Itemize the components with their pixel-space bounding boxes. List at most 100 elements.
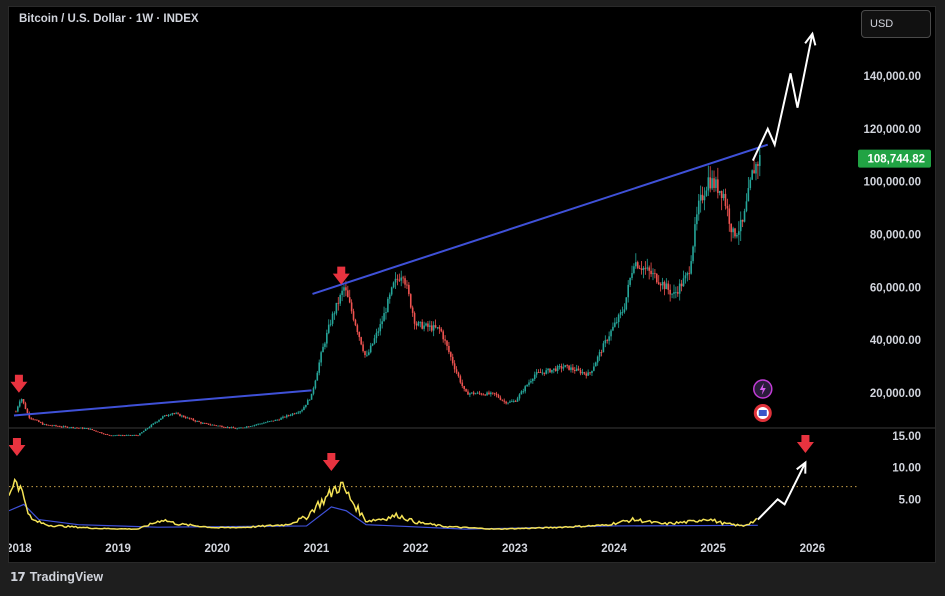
candle-body <box>566 365 568 366</box>
candle-body <box>497 395 500 398</box>
candle-body <box>314 380 317 389</box>
candle-body <box>755 164 757 174</box>
candle-body <box>488 392 490 395</box>
candle-body <box>554 368 557 371</box>
candle-body <box>558 365 561 367</box>
indicator-projection-path[interactable] <box>757 462 807 521</box>
currency-button[interactable]: USD <box>861 10 931 38</box>
candle-body <box>408 284 410 295</box>
candle-body <box>547 368 549 371</box>
candle-body <box>242 427 244 429</box>
candle-body <box>108 434 111 436</box>
candle-body <box>512 401 515 402</box>
projection-path[interactable] <box>751 33 814 161</box>
candle-body <box>322 346 324 353</box>
candle-body <box>154 422 156 424</box>
candle-body <box>339 294 341 304</box>
indicator-peak-arrow-icon <box>322 453 340 471</box>
candle-body <box>470 392 473 394</box>
candle-body <box>383 313 385 322</box>
candle-body <box>650 270 652 275</box>
candle-body <box>482 394 485 396</box>
candle-body <box>352 311 355 320</box>
indicator-series-primary <box>9 477 758 531</box>
candle-body <box>356 325 359 333</box>
candle-body <box>160 418 162 420</box>
candle-body <box>223 426 225 428</box>
trendline-lower[interactable] <box>13 389 312 417</box>
candle-body <box>644 267 647 269</box>
candle-body <box>629 277 631 285</box>
trendline-upper[interactable] <box>312 143 769 295</box>
candle-body <box>97 431 99 433</box>
candle-body <box>654 273 656 274</box>
candle-body <box>26 408 29 414</box>
candle-body <box>545 370 547 374</box>
candle-body <box>463 385 465 390</box>
candle-body <box>751 170 753 180</box>
candle-body <box>390 287 393 295</box>
candle-body <box>331 313 334 324</box>
candle-body <box>232 427 235 429</box>
candle-body <box>503 400 506 402</box>
candle-body <box>202 423 204 424</box>
candle-body <box>205 423 208 425</box>
candle-body <box>280 417 282 420</box>
candle-body <box>602 343 605 353</box>
candle-body <box>722 193 725 199</box>
indicator-series-secondary <box>9 503 758 530</box>
candle-body <box>121 435 124 437</box>
candle-body <box>106 434 109 436</box>
candle-body <box>72 427 74 429</box>
candle-body <box>669 289 671 295</box>
candle-body <box>556 366 559 371</box>
candle-body <box>606 340 609 341</box>
price-axis-label: 80,000.00 <box>870 230 921 242</box>
candle-body <box>621 312 624 313</box>
price-axis-label: 20,000.00 <box>870 388 921 400</box>
candle-body <box>32 418 34 420</box>
lightning-glyph-icon <box>759 383 766 395</box>
candle-body <box>51 425 53 427</box>
candle-body <box>678 283 681 294</box>
candle-body <box>711 178 713 189</box>
candle-body <box>623 309 626 313</box>
candle-body <box>707 177 710 191</box>
candle-body <box>738 231 740 235</box>
candle-body <box>102 433 105 435</box>
candle-body <box>41 422 44 425</box>
candle-body <box>638 268 641 269</box>
candle-body <box>633 266 635 274</box>
candle-body <box>43 424 46 426</box>
price-axis-label: 140,000.00 <box>863 71 921 83</box>
candle-body <box>371 343 374 346</box>
candle-body <box>718 190 721 193</box>
time-axis-label: 2025 <box>700 543 726 555</box>
candle-body <box>100 432 103 434</box>
candle-body <box>600 352 603 353</box>
candle-body <box>375 332 378 339</box>
candle-body <box>446 340 448 346</box>
candle-body <box>173 413 176 415</box>
candle-body <box>381 321 383 325</box>
chart-canvas[interactable]: 140,000.00 120,000.00 100,000.00 80,000.00 6… <box>9 7 935 562</box>
candle-body <box>469 393 471 395</box>
candle-body <box>398 279 401 281</box>
candle-body <box>213 424 216 426</box>
candle-body <box>343 287 345 291</box>
candle-body <box>379 324 382 332</box>
time-axis-label: 2018 <box>9 543 32 555</box>
candle-body <box>192 418 195 421</box>
candle-body <box>686 273 689 276</box>
candle-body <box>175 413 177 415</box>
candle-body <box>413 312 416 324</box>
candle-body <box>572 367 574 370</box>
candle-body <box>594 362 597 367</box>
candle-body <box>152 423 155 425</box>
candle-body <box>354 319 357 326</box>
candle-body <box>490 392 492 395</box>
candle-body <box>261 423 263 425</box>
candle-body <box>318 362 321 373</box>
candle-body <box>442 331 444 340</box>
candle-body <box>182 415 185 418</box>
